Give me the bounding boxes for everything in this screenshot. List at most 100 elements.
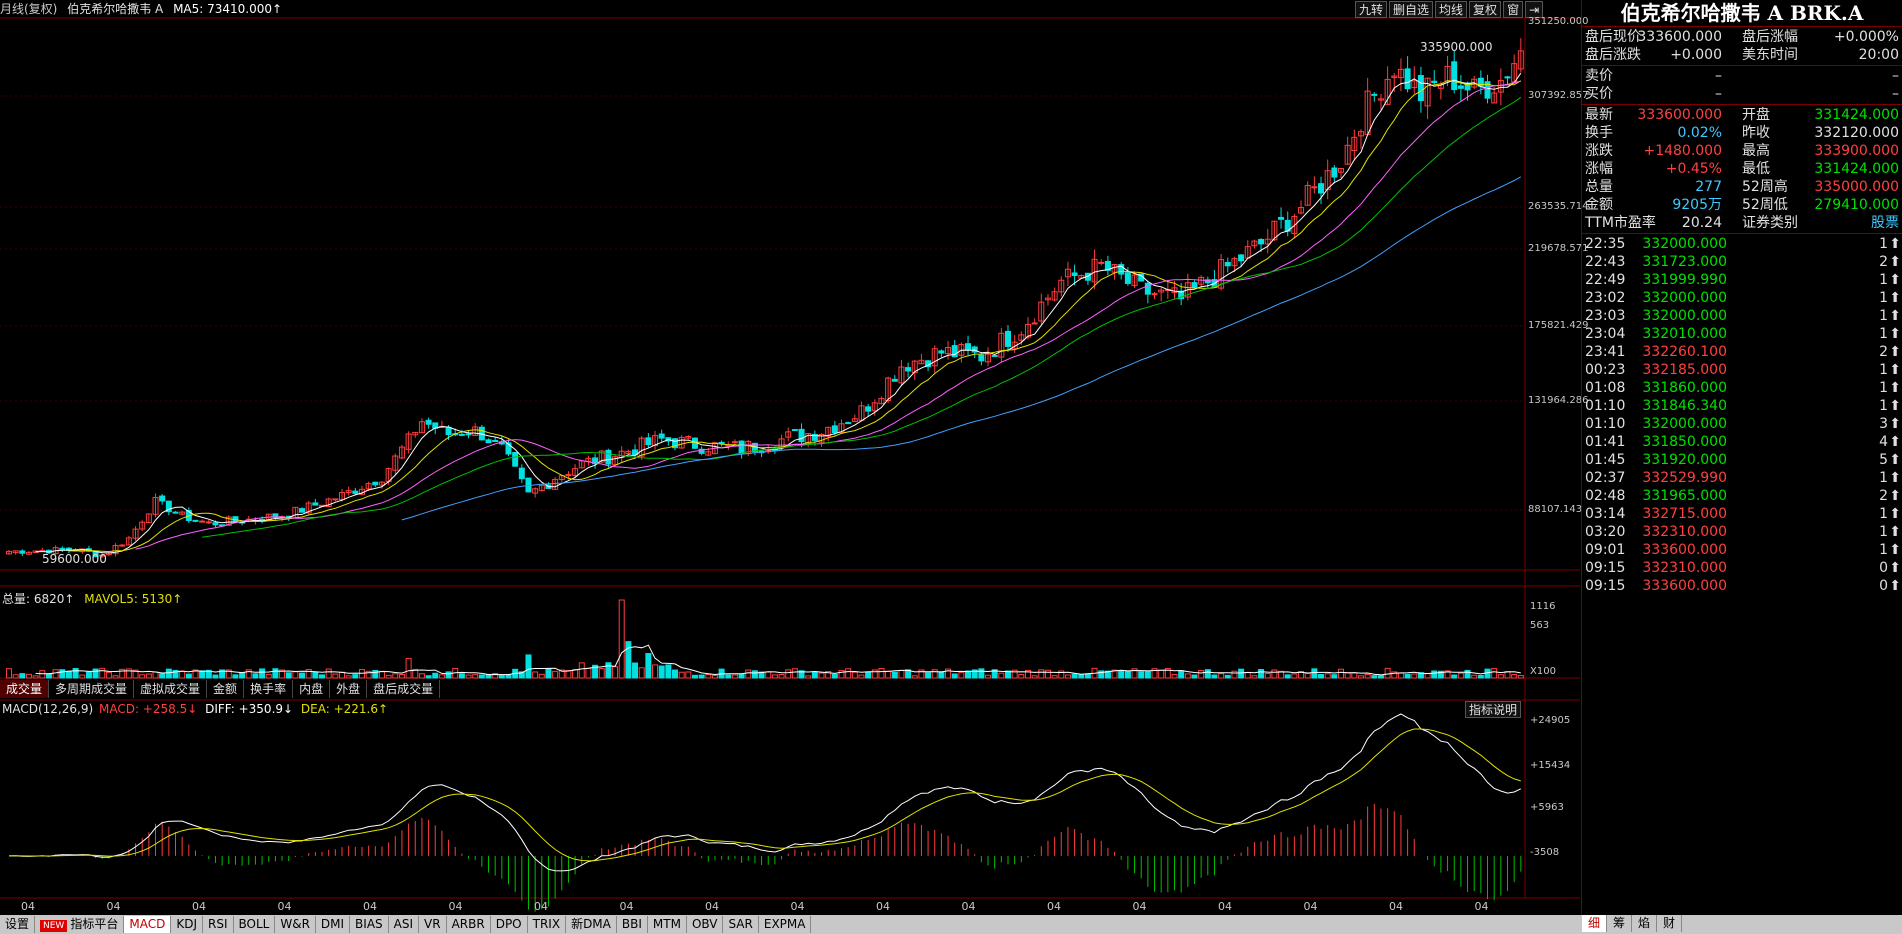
price-tick: 307392.857 (1528, 90, 1589, 101)
indicator-tab-obv[interactable]: OBV (687, 916, 724, 933)
candle (652, 435, 659, 447)
candle (672, 438, 678, 449)
adjust-button[interactable]: 复权 (1469, 1, 1502, 18)
ma-button[interactable]: 均线 (1435, 1, 1468, 18)
volume-bar (232, 674, 239, 679)
indicator-tab-rsi[interactable]: RSI (203, 916, 234, 933)
indicator-tab-asi[interactable]: ASI (389, 916, 420, 933)
tab-after-hours-volume[interactable]: 盘后成交量 (367, 680, 441, 698)
candle (1397, 68, 1404, 79)
tab-amount[interactable]: 金额 (207, 680, 245, 698)
indicator-tab-macd[interactable]: MACD (124, 916, 172, 933)
indicator-tab-dpo[interactable]: DPO (491, 916, 528, 933)
volume-bar (1204, 669, 1211, 679)
indicator-tab-kdj[interactable]: KDJ (171, 916, 203, 933)
volume-bar (1271, 669, 1278, 679)
nine-turn-button[interactable]: 九转 (1355, 1, 1388, 18)
candle (145, 513, 152, 524)
tab-virtual-volume[interactable]: 虚拟成交量 (134, 680, 208, 698)
volume-bar (638, 667, 645, 679)
indicator-tab-bias[interactable]: BIAS (350, 916, 389, 933)
tab-inner-volume[interactable]: 内盘 (293, 680, 331, 698)
volume-bar (538, 673, 545, 679)
volume-bar (691, 674, 698, 679)
field-label: 买价 (1585, 86, 1613, 102)
volume-bar (225, 669, 232, 679)
indicator-tab-arbr[interactable]: ARBR (447, 916, 491, 933)
up-arrow-icon: ⬆ (1889, 470, 1901, 486)
volume-bar (965, 670, 972, 679)
candle (1124, 272, 1131, 284)
indicator-tab-vr[interactable]: VR (419, 916, 447, 933)
volume-bar (1471, 674, 1478, 679)
indicator-tab-boll[interactable]: BOLL (234, 916, 276, 933)
volume-bar (1071, 673, 1078, 679)
indicator-platform-button[interactable]: NEW 指标平台 (35, 916, 125, 933)
tick-row: 01:10 332000.000 3 ⬆ (1582, 415, 1902, 433)
tab-multi-period-volume[interactable]: 多周期成交量 (49, 680, 135, 698)
candle (119, 544, 126, 547)
tick-price: 332529.990 (1642, 470, 1727, 486)
settings-button[interactable]: 设置 (0, 916, 36, 933)
x-tick-label: 04 (278, 900, 292, 913)
volume-bar (1338, 668, 1344, 679)
candle (678, 436, 685, 449)
volume-bar (605, 662, 612, 679)
indicator-tab-trix[interactable]: TRIX (528, 916, 567, 933)
quote-tab-1[interactable]: 筹 (1607, 915, 1633, 932)
indicator-tab-dma[interactable]: 新DMA (566, 916, 617, 933)
volume-bar (725, 674, 732, 679)
quote-bottom-tabs: 细筹焰财 (1582, 915, 1683, 934)
field-value: – (1715, 86, 1722, 102)
indicator-help-button[interactable]: 指标说明 (1465, 701, 1522, 718)
candle (951, 345, 958, 358)
quote-tab-2[interactable]: 焰 (1632, 915, 1658, 932)
remove-watchlist-button[interactable]: 删自选 (1389, 1, 1434, 18)
volume-bar (358, 669, 365, 679)
candle (1417, 75, 1424, 102)
indicator-tab-wr[interactable]: W&R (275, 916, 316, 933)
tick-price: 331999.990 (1642, 272, 1727, 288)
volume-bar (159, 673, 166, 679)
quote-tab-0[interactable]: 细 (1582, 915, 1608, 932)
indicator-tab-bbi[interactable]: BBI (617, 916, 648, 933)
volume-bar (465, 674, 472, 679)
candle (572, 468, 579, 476)
volume-bar (139, 674, 146, 679)
tab-volume[interactable]: 成交量 (0, 680, 50, 698)
volume-bar (1104, 670, 1111, 679)
indicator-tab-mtm[interactable]: MTM (648, 916, 687, 933)
field-value: 277 (1695, 179, 1722, 195)
tick-time: 02:37 (1585, 470, 1626, 486)
indicator-tab-expma[interactable]: EXPMA (759, 916, 812, 933)
volume-bar (598, 668, 605, 679)
tick-volume: 4 (1879, 434, 1888, 450)
tab-turnover[interactable]: 换手率 (244, 680, 294, 698)
field-label: 卖价 (1585, 68, 1613, 84)
candle (878, 397, 885, 405)
chart-canvas[interactable]: 04 04 04 04 04 04 04 04 04 04 04 04 04 04 04 04 04 04 (0, 0, 1580, 915)
window-button[interactable]: 窗 (1503, 1, 1524, 18)
collapse-panel-icon[interactable]: ⇥ (1525, 1, 1544, 18)
volume-bar (751, 670, 758, 679)
candle (165, 500, 172, 513)
candle (172, 511, 179, 514)
indicator-tab-sar[interactable]: SAR (723, 916, 759, 933)
quote-tab-3[interactable]: 财 (1657, 915, 1683, 932)
divider (1582, 233, 1902, 234)
indicator-tab-dmi[interactable]: DMI (316, 916, 351, 933)
volume-bar (818, 672, 825, 679)
volume-bar (385, 674, 392, 679)
volume-bar (1111, 669, 1118, 679)
volume-bar (405, 657, 412, 679)
candle (791, 429, 798, 432)
volume-bar (878, 667, 885, 679)
candle (705, 451, 712, 456)
candle (1278, 216, 1285, 220)
candle (1298, 207, 1305, 214)
candle (838, 423, 845, 433)
diff-line (8, 713, 1522, 872)
volume-bar (1484, 668, 1491, 679)
tab-outer-volume[interactable]: 外盘 (330, 680, 368, 698)
field-value: 股票 (1871, 215, 1899, 231)
